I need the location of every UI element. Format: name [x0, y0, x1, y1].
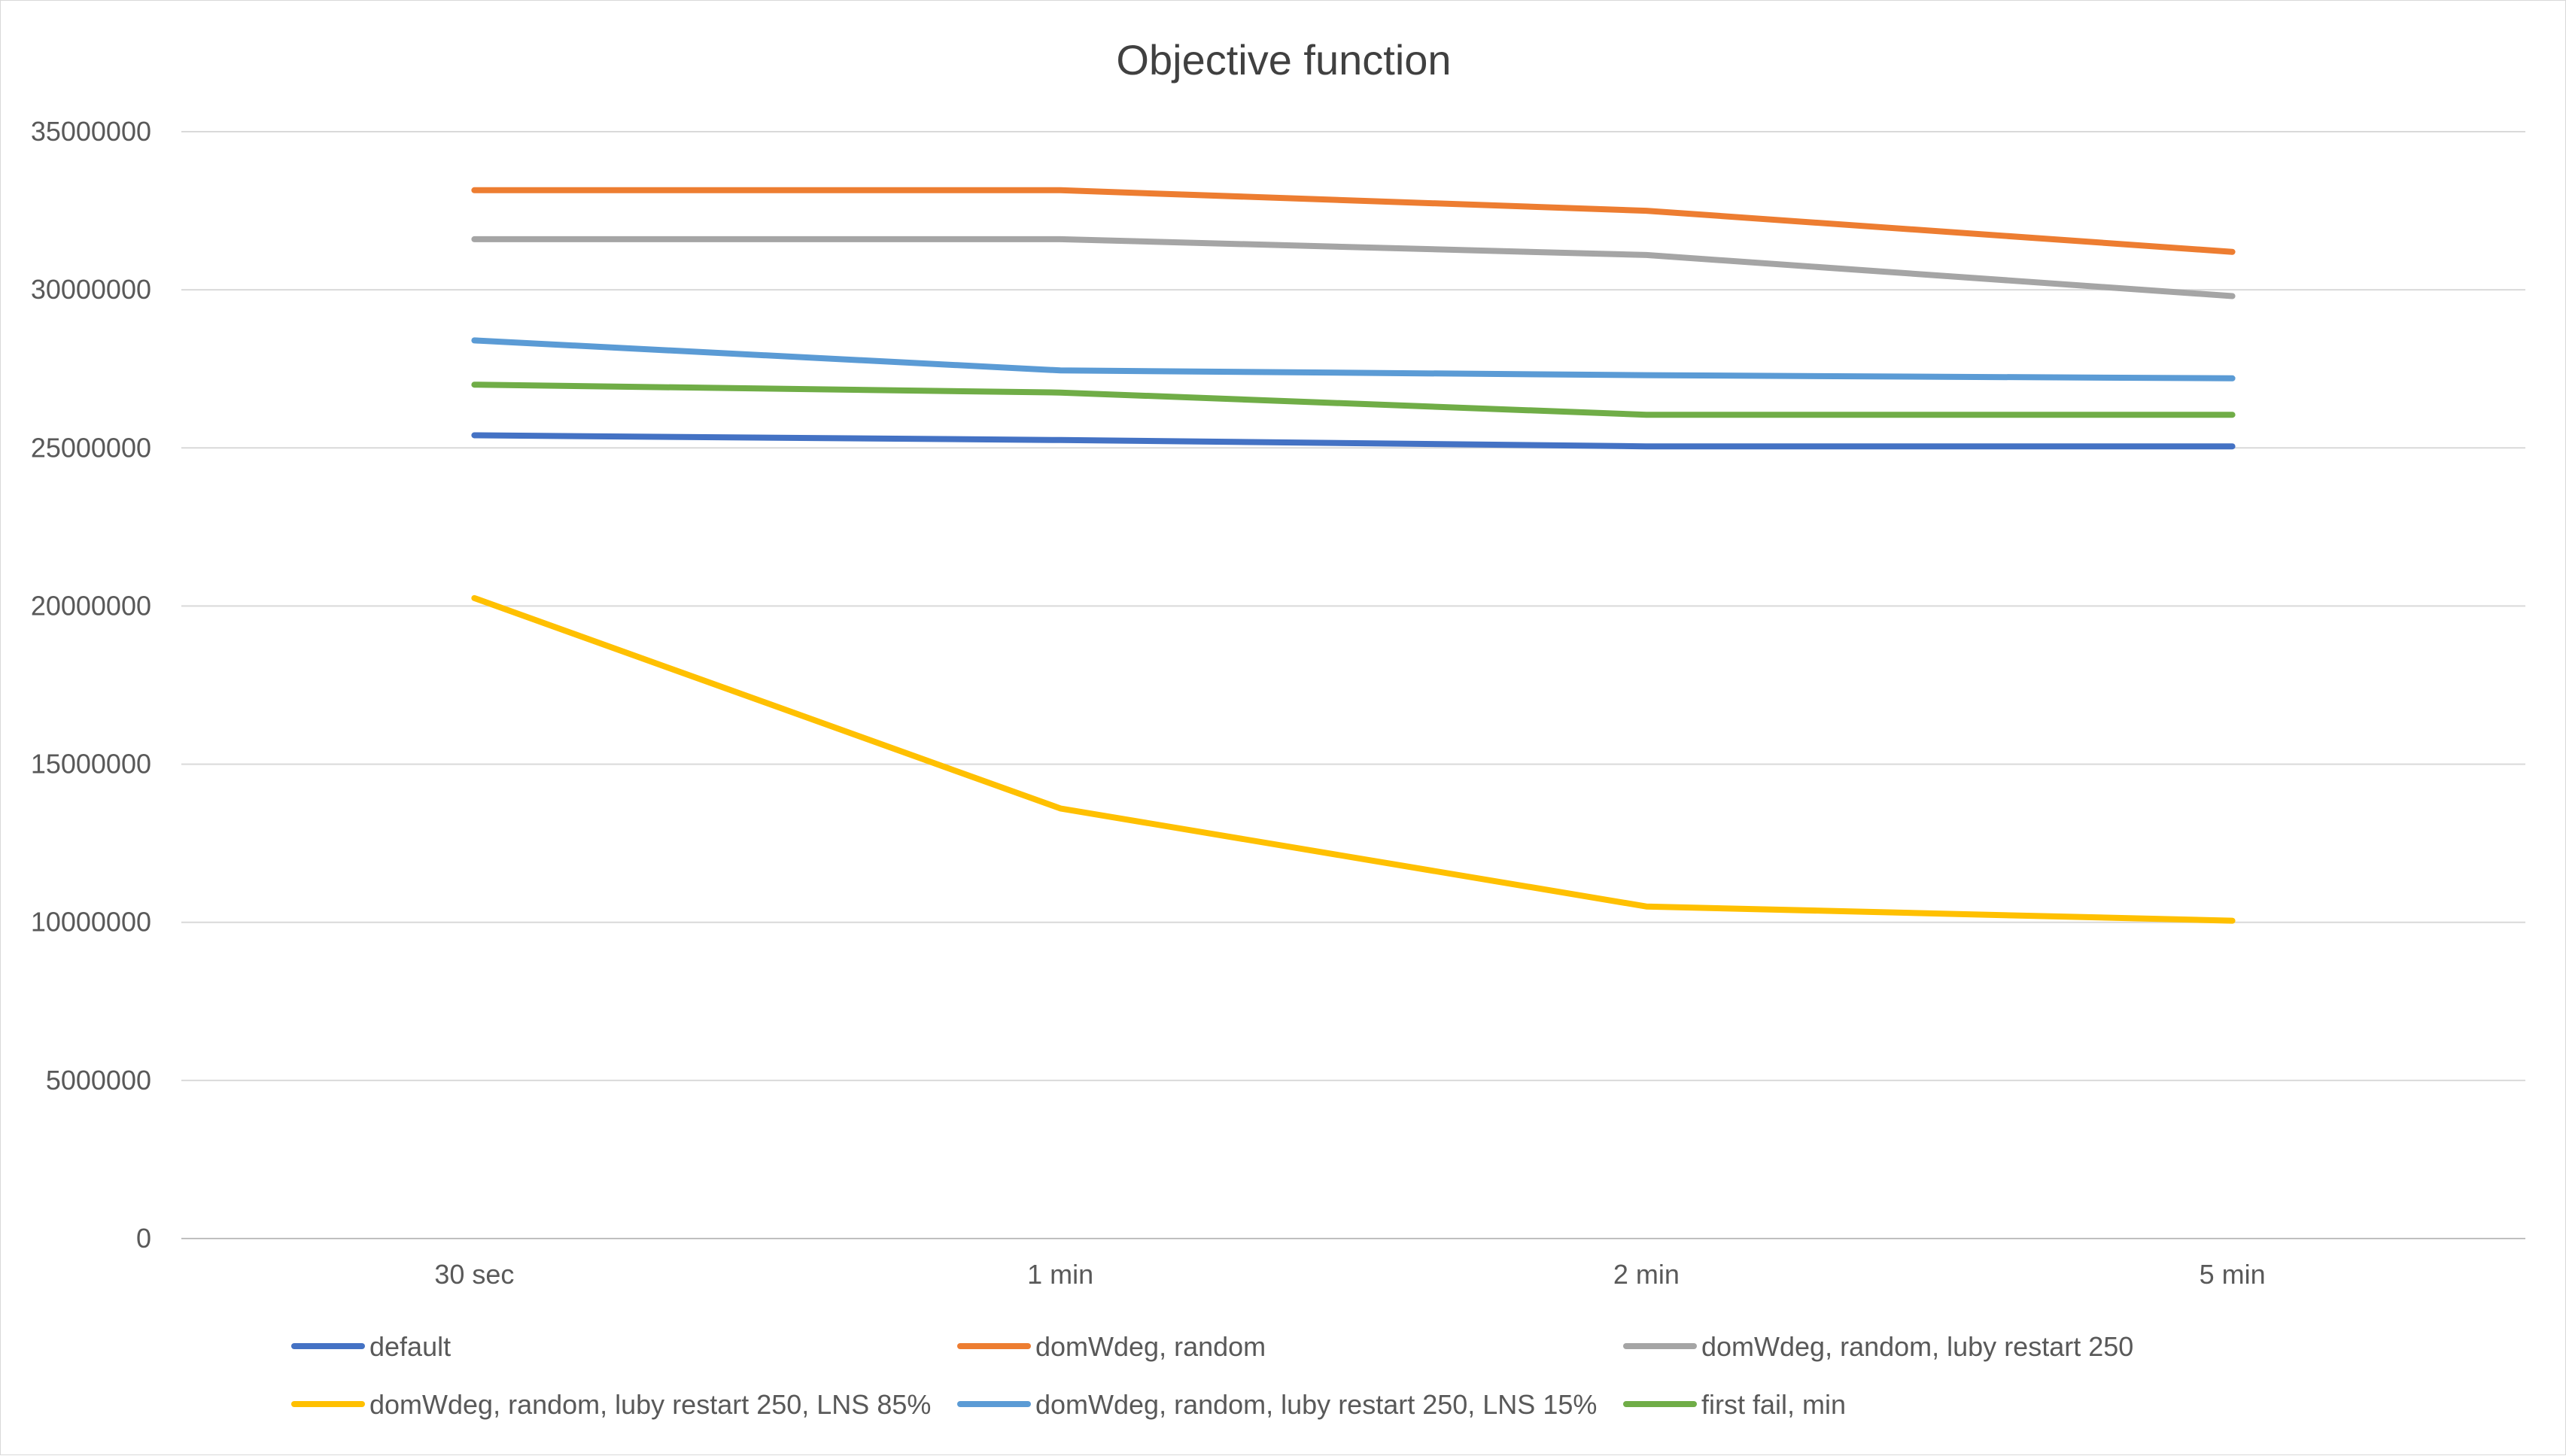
series-line-5 [471, 381, 2236, 418]
legend-label: domWdeg, random, luby restart 250 [1701, 1331, 2133, 1362]
legend: default domWdeg, random domWdeg, random, l… [291, 1331, 2133, 1420]
gridlines [181, 131, 2525, 1239]
legend-label: domWdeg, random, luby restart 250, LNS 8… [369, 1389, 931, 1420]
y-axis: 0 5000000 10000000 15000000 20000000 25000000… [31, 116, 151, 1254]
y-tick-label: 20000000 [31, 590, 151, 621]
y-tick-label: 15000000 [31, 749, 151, 780]
series-lines [471, 187, 2236, 924]
series-line-1 [471, 187, 2236, 255]
x-tick-label: 30 sec [434, 1259, 514, 1290]
legend-item-5: first fail, min [1623, 1389, 1846, 1420]
series-line-3 [471, 594, 2236, 924]
x-tick-label: 5 min [2200, 1259, 2266, 1290]
legend-item-0: default [291, 1331, 451, 1362]
y-tick-label: 25000000 [31, 432, 151, 463]
legend-label: domWdeg, random, luby restart 250, LNS 1… [1035, 1389, 1597, 1420]
legend-label: first fail, min [1701, 1389, 1846, 1420]
y-tick-label: 0 [136, 1223, 151, 1254]
series-line-2 [471, 236, 2236, 299]
x-tick-label: 2 min [1613, 1259, 1680, 1290]
x-axis: 30 sec 1 min 2 min 5 min [434, 1259, 2265, 1290]
chart-title: Objective function [1116, 36, 1451, 84]
legend-item-3: domWdeg, random, luby restart 250, LNS 8… [291, 1389, 931, 1420]
legend-item-1: domWdeg, random [957, 1331, 1266, 1362]
y-tick-label: 5000000 [46, 1065, 151, 1096]
legend-item-4: domWdeg, random, luby restart 250, LNS 1… [957, 1389, 1597, 1420]
legend-item-2: domWdeg, random, luby restart 250 [1623, 1331, 2133, 1362]
y-tick-label: 30000000 [31, 274, 151, 305]
x-tick-label: 1 min [1027, 1259, 1093, 1290]
y-tick-label: 10000000 [31, 907, 151, 938]
legend-label: domWdeg, random [1035, 1331, 1266, 1362]
y-tick-label: 35000000 [31, 116, 151, 147]
series-line-4 [471, 337, 2236, 381]
series-line-0 [471, 432, 2236, 450]
legend-label: default [369, 1331, 451, 1362]
